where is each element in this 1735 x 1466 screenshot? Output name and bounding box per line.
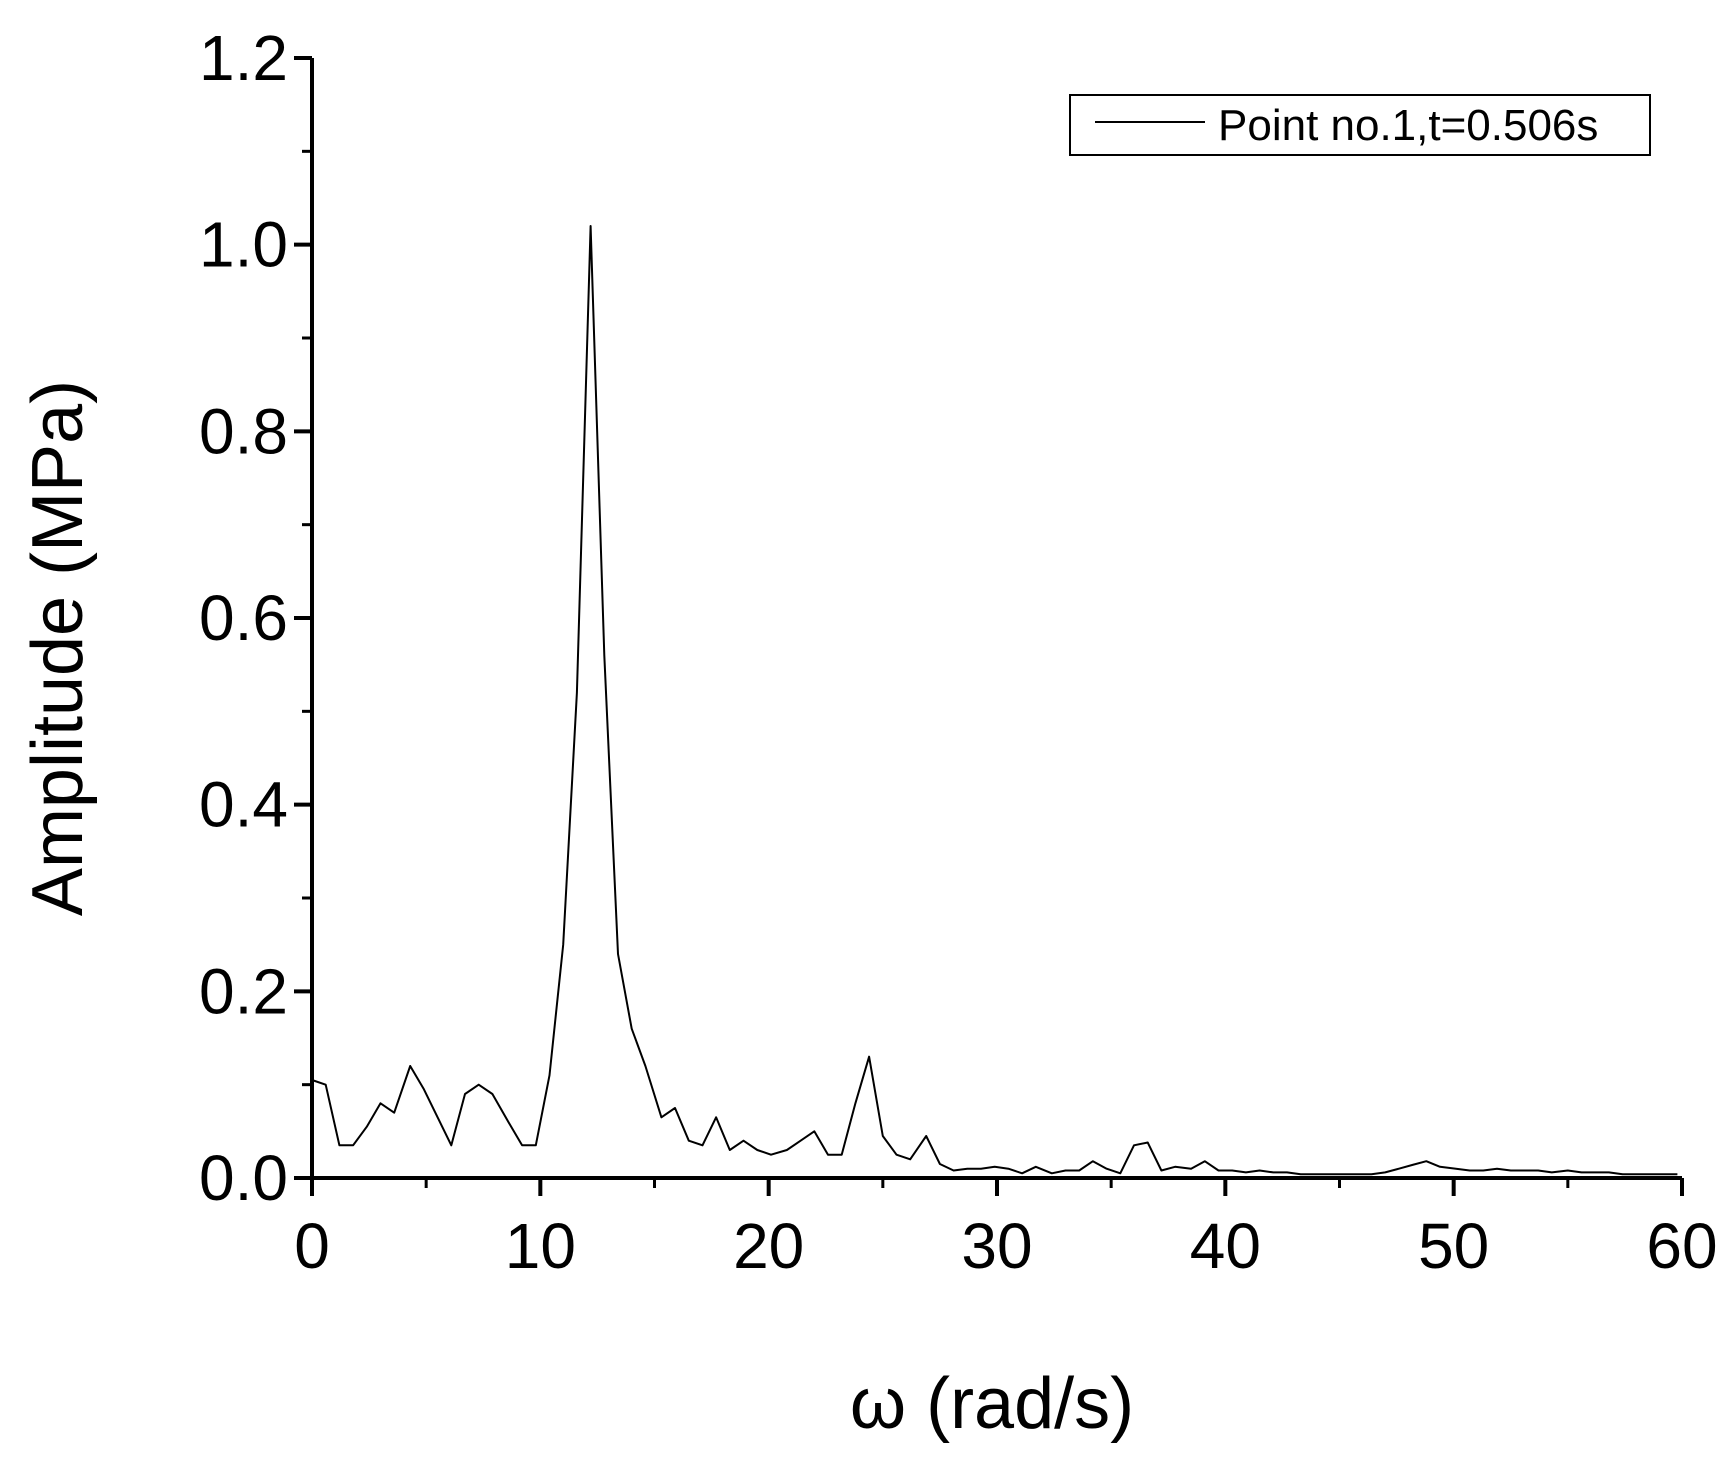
series-layer xyxy=(311,225,1678,1176)
x-tick-label: 0 xyxy=(294,1210,330,1282)
x-tick-label: 50 xyxy=(1418,1210,1489,1282)
x-tick-label: 30 xyxy=(961,1210,1032,1282)
y-tick-label: 0.0 xyxy=(199,1142,288,1214)
legend: Point no.1,t=0.506s xyxy=(1069,94,1651,156)
y-tick-label: 1.0 xyxy=(199,209,288,281)
x-axis-title: ω (rad/s) xyxy=(850,1364,1134,1444)
y-axis-ticks: 0.0 0.2 0.4 0.6 0.8 1.0 1.2 xyxy=(199,22,312,1214)
legend-box xyxy=(1069,94,1651,156)
x-tick-label: 40 xyxy=(1190,1210,1261,1282)
series-line xyxy=(311,225,1678,1176)
legend-label: Point no.1,t=0.506s xyxy=(1218,101,1598,150)
y-tick-label: 0.4 xyxy=(199,769,288,841)
x-tick-label: 10 xyxy=(505,1210,576,1282)
y-tick-label: 0.6 xyxy=(199,582,288,654)
y-tick-label: 1.2 xyxy=(199,22,288,94)
y-tick-label: 0.2 xyxy=(199,955,288,1027)
y-axis-title: Amplitude (MPa) xyxy=(18,380,98,916)
x-tick-label: 60 xyxy=(1646,1210,1717,1282)
x-tick-label: 20 xyxy=(733,1210,804,1282)
x-axis-ticks: 0 10 20 30 40 50 60 xyxy=(294,1178,1718,1282)
y-tick-label: 0.8 xyxy=(199,395,288,467)
